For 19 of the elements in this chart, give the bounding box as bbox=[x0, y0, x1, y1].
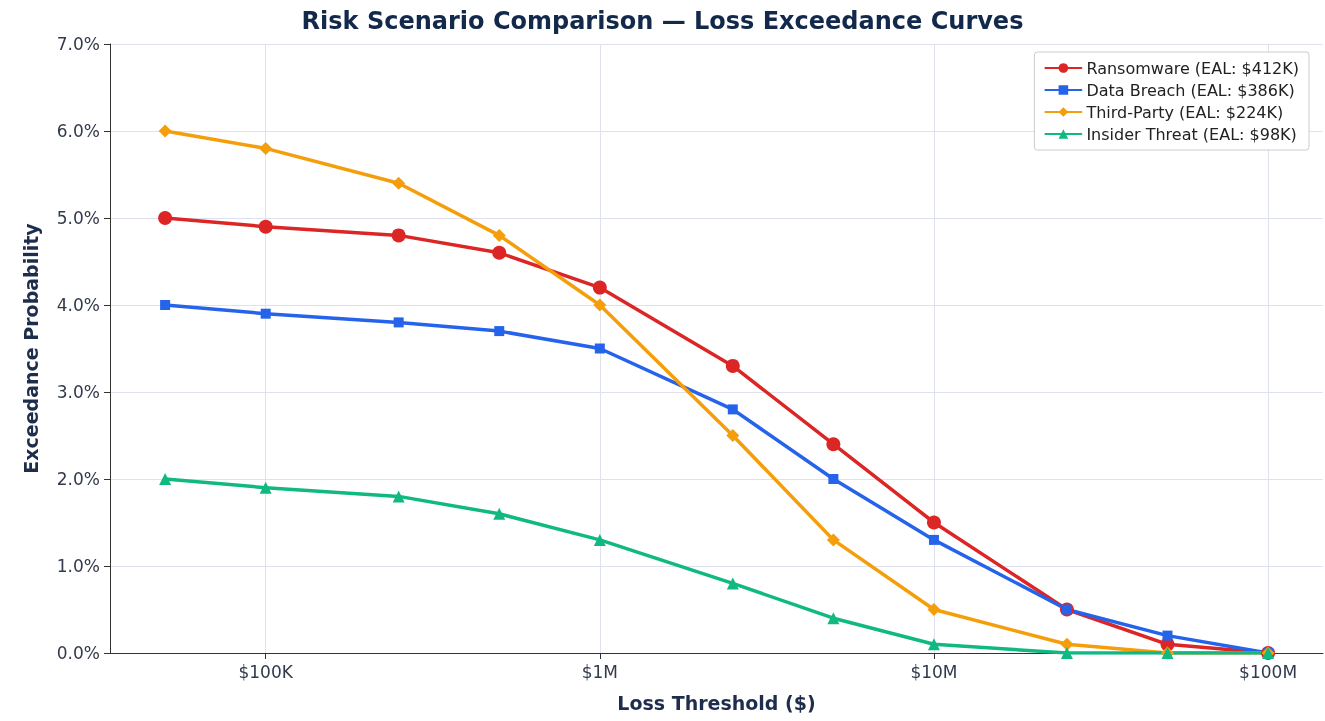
legend-label: Third-Party (EAL: $224K) bbox=[1085, 102, 1284, 122]
legend-label: Ransomware (EAL: $412K) bbox=[1086, 58, 1299, 78]
x-axis-title: Loss Threshold ($) bbox=[617, 691, 816, 714]
y-tick-label: 0.0% bbox=[56, 643, 100, 663]
y-tick-label: 4.0% bbox=[56, 295, 100, 315]
chart-title: Risk Scenario Comparison — Loss Exceedance Curves bbox=[301, 7, 1024, 35]
x-tick-label: $100M bbox=[1239, 661, 1298, 682]
y-tick-label: 5.0% bbox=[56, 208, 100, 228]
legend-label: Insider Threat (EAL: $98K) bbox=[1086, 124, 1297, 144]
x-tick-label: $100K bbox=[238, 661, 294, 682]
y-tick-label: 6.0% bbox=[56, 121, 100, 141]
y-axis-title: Exceedance Probability bbox=[19, 222, 42, 474]
x-tick-label: $10M bbox=[910, 661, 958, 682]
legend-label: Data Breach (EAL: $386K) bbox=[1086, 80, 1295, 100]
x-tick-label: $1M bbox=[581, 661, 618, 682]
y-tick-label: 2.0% bbox=[56, 469, 100, 489]
y-tick-label: 3.0% bbox=[56, 382, 100, 402]
y-tick-label: 7.0% bbox=[56, 34, 100, 54]
y-tick-label: 1.0% bbox=[56, 556, 100, 576]
